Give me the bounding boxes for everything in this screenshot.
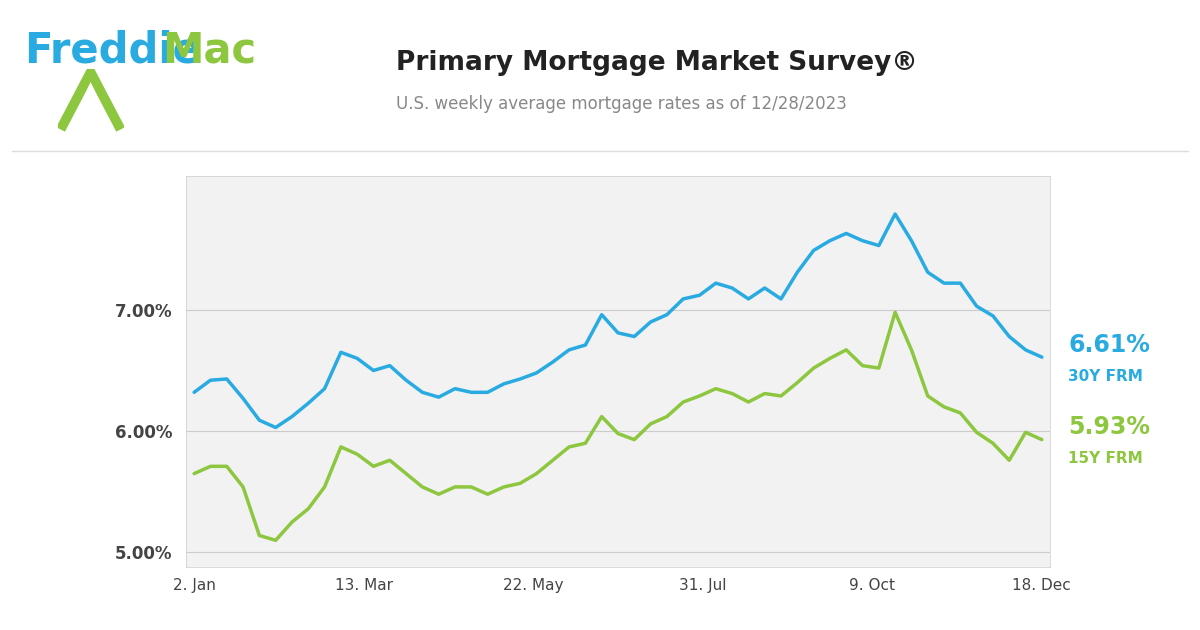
Text: 6.61%: 6.61% xyxy=(1068,333,1150,357)
Text: Primary Mortgage Market Survey®: Primary Mortgage Market Survey® xyxy=(396,50,918,76)
Text: 30Y FRM: 30Y FRM xyxy=(1068,369,1142,384)
Text: Freddie: Freddie xyxy=(24,30,200,71)
Text: 5.93%: 5.93% xyxy=(1068,415,1150,439)
Text: 15Y FRM: 15Y FRM xyxy=(1068,451,1142,466)
Text: Mac: Mac xyxy=(162,30,256,71)
Text: U.S. weekly average mortgage rates as of 12/28/2023: U.S. weekly average mortgage rates as of… xyxy=(396,94,847,113)
